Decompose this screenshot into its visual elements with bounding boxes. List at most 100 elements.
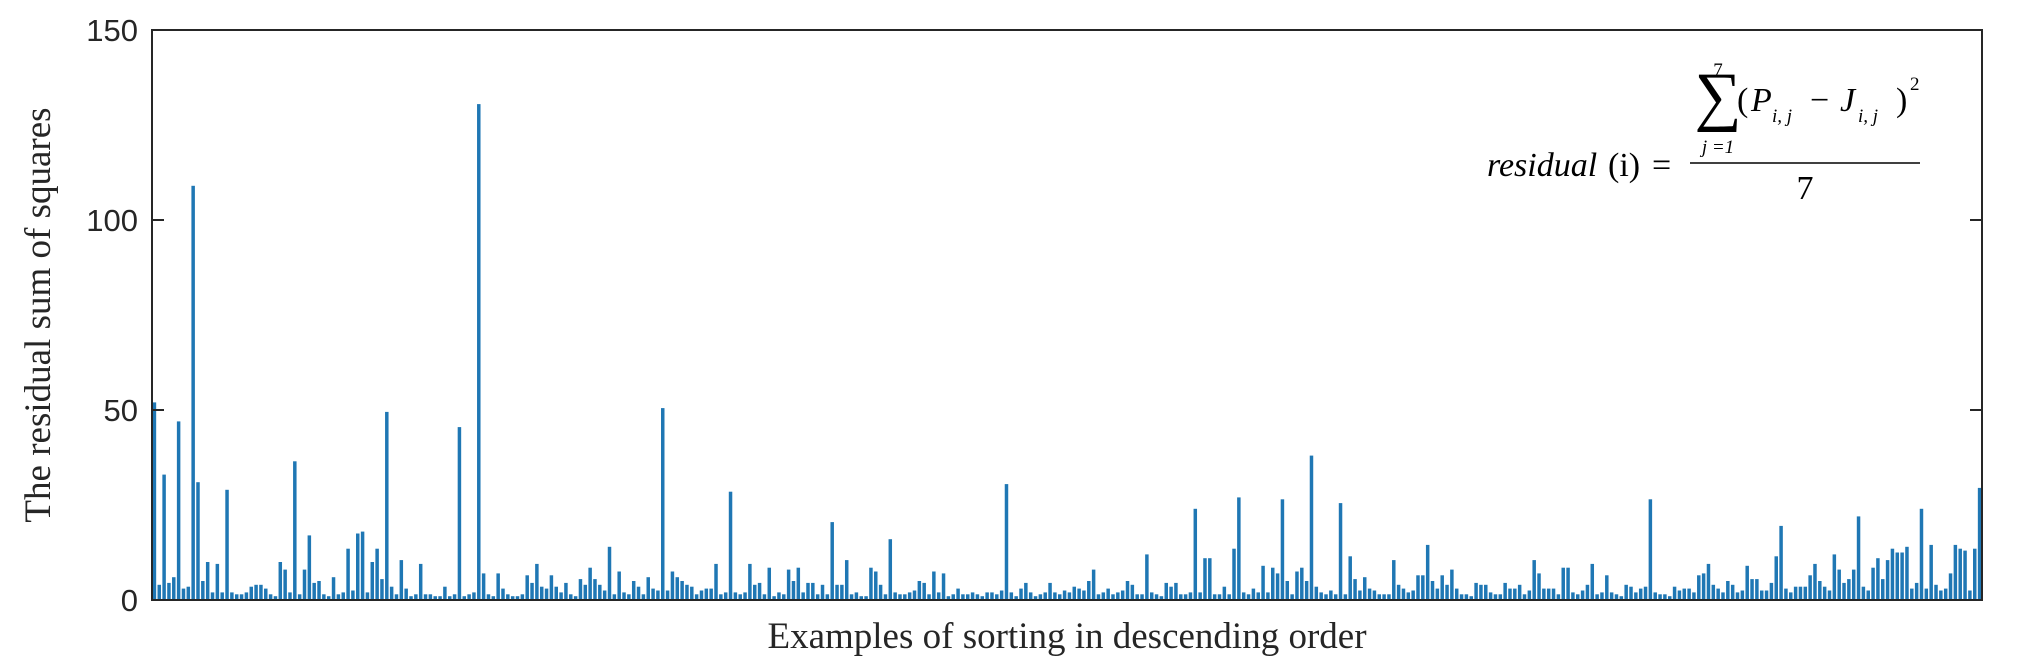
bar <box>1004 484 1009 600</box>
bar <box>1682 588 1687 600</box>
bar <box>1784 588 1788 600</box>
bar <box>1885 560 1890 600</box>
bar <box>786 569 791 600</box>
bar <box>1837 569 1841 600</box>
bar <box>452 594 457 600</box>
bar <box>515 596 520 600</box>
formula-minus: − <box>1810 82 1829 119</box>
bar <box>782 594 786 600</box>
bar <box>428 594 433 600</box>
bar <box>1058 594 1062 600</box>
formula-denominator: 7 <box>1797 170 1814 207</box>
bar <box>1348 556 1352 600</box>
bar <box>859 596 863 600</box>
bar <box>1290 594 1294 600</box>
bar <box>278 562 283 600</box>
bar <box>225 489 229 600</box>
bar <box>815 594 820 600</box>
bar <box>733 592 738 600</box>
bar <box>1939 590 1943 600</box>
bar <box>1919 508 1924 600</box>
bar <box>380 579 384 600</box>
bar <box>883 594 888 600</box>
bar <box>1285 581 1290 600</box>
formula-power: 2 <box>1910 74 1920 95</box>
bar <box>375 548 379 600</box>
bar <box>1895 552 1900 600</box>
bar <box>680 581 684 600</box>
bar <box>1551 588 1556 600</box>
bar <box>869 567 873 600</box>
bar <box>1261 565 1265 600</box>
bar <box>1358 590 1362 600</box>
bar <box>351 590 355 600</box>
bar <box>1009 592 1014 600</box>
sum-upper-bound: 7 <box>1713 60 1723 81</box>
bar <box>1459 594 1464 600</box>
bar <box>1905 546 1909 600</box>
bar <box>1208 558 1212 600</box>
y-tick-label: 0 <box>121 583 138 618</box>
bar <box>956 588 960 600</box>
y-tick-label: 100 <box>86 203 138 238</box>
bar <box>1464 594 1469 600</box>
bar <box>646 577 650 600</box>
bar <box>738 594 742 600</box>
bar <box>1755 579 1759 600</box>
bar <box>1183 594 1188 600</box>
bar <box>588 567 592 600</box>
bar <box>1241 592 1246 600</box>
bar <box>205 562 210 600</box>
bar <box>404 588 408 600</box>
bar <box>1595 594 1599 600</box>
bar <box>481 573 486 600</box>
bar <box>341 592 345 600</box>
bar <box>1401 588 1406 600</box>
bar <box>1024 582 1028 600</box>
bar <box>1716 588 1720 600</box>
bar <box>1532 560 1536 600</box>
bar <box>1924 588 1929 600</box>
bar <box>1333 594 1338 600</box>
bar <box>264 588 268 600</box>
bar <box>602 590 607 600</box>
bar <box>1914 582 1919 600</box>
bar <box>1067 592 1072 600</box>
bar <box>1222 586 1227 600</box>
bar <box>520 594 525 600</box>
bar <box>1638 588 1643 600</box>
bar <box>418 563 423 600</box>
bar <box>907 592 912 600</box>
bar <box>448 596 452 600</box>
bar <box>1881 579 1885 600</box>
bar <box>753 584 757 600</box>
bar <box>467 594 471 600</box>
bar <box>927 594 931 600</box>
bar <box>970 592 975 600</box>
bar <box>1968 590 1972 600</box>
bar <box>728 491 733 600</box>
bar <box>297 594 302 600</box>
bar <box>1120 590 1125 600</box>
bar <box>365 592 370 600</box>
bar <box>1677 590 1682 600</box>
bar <box>1087 581 1091 600</box>
bar <box>1101 592 1106 600</box>
bar <box>1740 590 1745 600</box>
bar <box>1406 592 1411 600</box>
bar <box>1827 590 1832 600</box>
bar <box>559 592 563 600</box>
bar <box>1934 584 1938 600</box>
bar <box>268 594 273 600</box>
bar <box>922 582 926 600</box>
bar <box>1808 575 1812 600</box>
bar <box>1711 584 1716 600</box>
bar <box>704 588 709 600</box>
bar <box>501 588 505 600</box>
bar <box>438 596 442 600</box>
bar <box>181 588 186 600</box>
bar <box>433 596 437 600</box>
bar <box>917 581 922 600</box>
bar <box>1416 575 1420 600</box>
bar <box>1053 592 1057 600</box>
